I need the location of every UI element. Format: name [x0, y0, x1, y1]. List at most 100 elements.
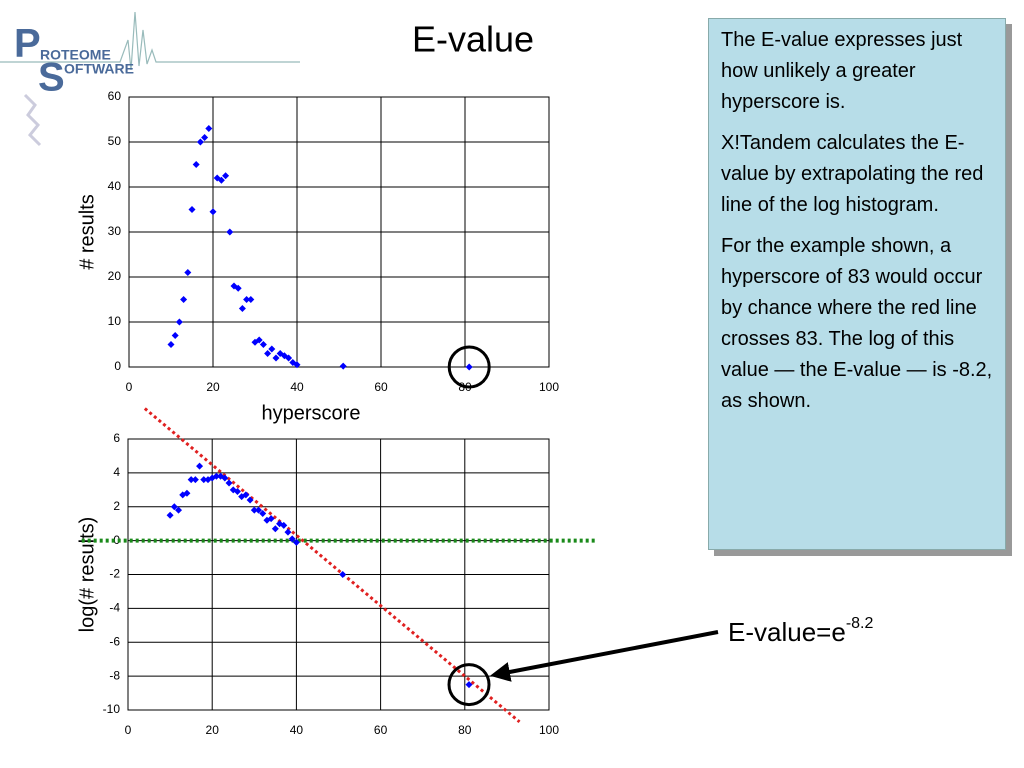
point	[200, 476, 208, 484]
point	[196, 462, 204, 470]
point	[166, 511, 174, 519]
y-tick-label: -6	[109, 634, 120, 648]
point	[192, 161, 200, 168]
fit-line	[143, 407, 521, 724]
point	[264, 350, 272, 357]
point	[247, 296, 255, 303]
note-paragraph: The E-value expresses just how unlikely …	[721, 29, 963, 113]
point	[209, 208, 217, 216]
point	[255, 506, 263, 514]
point	[226, 228, 234, 236]
x-tick-label: 20	[206, 723, 220, 737]
point	[284, 528, 292, 536]
highlight-circle	[447, 663, 491, 707]
point	[465, 363, 473, 371]
point	[201, 134, 209, 141]
point	[465, 681, 473, 689]
annotation-text: E-value=e	[728, 617, 846, 647]
y-tick-label: 6	[113, 431, 120, 445]
point	[292, 538, 300, 546]
x-tick-label: 40	[290, 723, 304, 737]
x-tick-label: 0	[126, 380, 133, 394]
point	[188, 206, 196, 213]
logo-wave	[0, 11, 300, 71]
point	[222, 172, 230, 180]
arrow	[490, 630, 719, 682]
y-tick-label: -10	[103, 702, 121, 716]
highlight-circle	[447, 345, 491, 389]
x-tick-label: 40	[290, 380, 304, 394]
y-tick-label: 0	[113, 533, 120, 547]
point	[234, 284, 242, 292]
point	[196, 138, 204, 146]
logo-roteome: ROTEOME	[40, 47, 111, 63]
point	[339, 571, 347, 578]
y-tick-label: 20	[108, 269, 122, 283]
point	[268, 345, 276, 353]
y-tick-label: -4	[109, 601, 120, 615]
y-tick-label: 40	[108, 179, 122, 193]
y-tick-label: -8	[109, 668, 120, 682]
point	[272, 354, 280, 362]
point	[170, 503, 178, 511]
logo-s: S	[38, 56, 65, 100]
point	[285, 354, 293, 362]
point	[271, 525, 279, 533]
logo-p: P	[14, 22, 41, 66]
x-tick-label: 60	[374, 380, 388, 394]
slide-title: E-value	[412, 19, 534, 60]
point	[339, 362, 347, 370]
point	[205, 125, 213, 132]
point	[175, 506, 183, 514]
point	[171, 332, 179, 339]
point	[184, 269, 192, 276]
x-axis-label: hyperscore	[262, 402, 361, 424]
x-tick-label: 20	[206, 380, 220, 394]
y-tick-label: 50	[108, 134, 122, 148]
point	[225, 479, 233, 487]
plot-frame	[127, 438, 550, 711]
point	[246, 496, 254, 504]
point	[293, 361, 301, 369]
plot-frame	[128, 96, 550, 368]
logo-oftware: OFTWARE	[64, 61, 134, 77]
y-tick-label: 60	[108, 89, 122, 103]
point	[180, 296, 188, 303]
point	[217, 176, 225, 184]
logo: P ROTEOME S OFTWARE	[0, 11, 300, 147]
point	[255, 336, 263, 344]
logo-molecule	[23, 93, 42, 147]
point	[212, 472, 220, 480]
point	[238, 305, 246, 312]
point	[259, 510, 267, 518]
point	[288, 535, 296, 543]
point	[183, 489, 191, 497]
x-tick-label: 100	[539, 723, 559, 737]
point	[250, 506, 258, 514]
x-tick-label: 0	[125, 723, 132, 737]
note-box: The E-value expresses just how unlikely …	[708, 18, 1006, 550]
x-tick-label: 100	[539, 380, 559, 394]
y-axis-label: # results	[76, 194, 98, 270]
y-tick-label: 0	[114, 359, 121, 373]
y-axis-label: log(# results)	[76, 517, 98, 633]
note-paragraph: X!Tandem calculates the E-value by extra…	[721, 132, 984, 216]
y-tick-label: 10	[108, 314, 122, 328]
point	[267, 515, 275, 523]
x-tick-label: 60	[374, 723, 388, 737]
point	[233, 488, 241, 496]
note-paragraph: For the example shown, a hyperscore of 8…	[721, 235, 993, 412]
point	[243, 296, 251, 303]
point	[167, 341, 175, 348]
point	[242, 491, 250, 499]
annotation-exponent: -8.2	[846, 615, 874, 632]
point	[187, 476, 195, 484]
point	[221, 474, 229, 482]
annotation: E-value=e-8.2	[728, 615, 873, 647]
point	[280, 521, 288, 529]
y-tick-label: 4	[113, 465, 120, 479]
y-tick-label: -2	[109, 567, 120, 581]
point	[259, 341, 267, 348]
y-tick-label: 2	[113, 499, 120, 513]
